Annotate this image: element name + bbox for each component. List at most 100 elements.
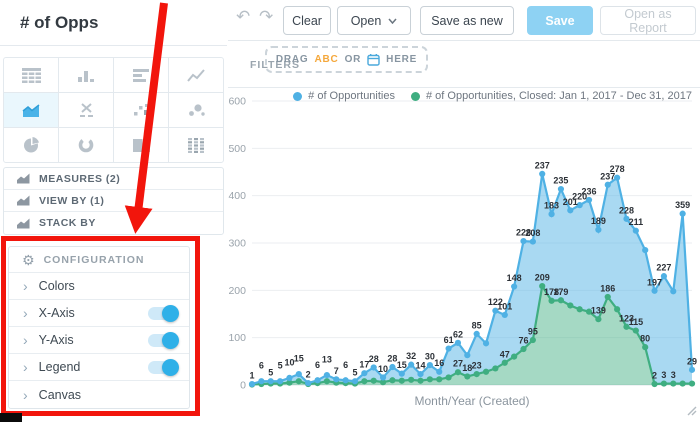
resize-handle-icon[interactable]	[686, 405, 697, 416]
chart-type-column-icon[interactable]	[59, 58, 113, 92]
chart-type-treemap-icon[interactable]	[114, 128, 168, 162]
gear-icon: ⚙	[22, 251, 36, 268]
svg-text:2: 2	[652, 371, 657, 381]
svg-text:95: 95	[528, 327, 538, 337]
save-as-new-button[interactable]: Save as new	[420, 6, 514, 35]
page-title: # of Opps	[0, 0, 227, 46]
chart-type-bar-icon[interactable]	[114, 58, 168, 92]
svg-text:236: 236	[582, 186, 597, 196]
svg-text:123: 123	[619, 313, 634, 323]
redo-icon[interactable]: ↷	[259, 7, 274, 26]
blue-series-points[interactable]	[248, 170, 696, 388]
svg-text:62: 62	[453, 329, 463, 339]
bucket-label: VIEW BY (1)	[39, 194, 105, 207]
svg-text:23: 23	[472, 361, 482, 371]
svg-text:3: 3	[661, 370, 666, 380]
chart-type-pie-icon[interactable]	[4, 128, 58, 162]
configuration-header: ⚙ CONFIGURATION	[9, 247, 189, 273]
chevron-right-icon[interactable]: ›	[23, 386, 28, 403]
svg-text:6: 6	[315, 360, 320, 370]
config-row-label: X-Axis	[38, 306, 75, 320]
config-row-legend[interactable]: › Legend	[9, 354, 189, 381]
toggle-switch-on[interactable]	[148, 331, 179, 349]
y-tick-label: 400	[228, 190, 246, 202]
chart-type-table-icon[interactable]	[4, 58, 58, 92]
chart-type-line-icon[interactable]	[169, 58, 223, 92]
toggle-switch-on[interactable]	[148, 304, 179, 322]
filters-label: FILTERS	[250, 59, 300, 71]
config-row-canvas[interactable]: › Canvas	[9, 381, 189, 408]
chart-type-bubble-icon[interactable]	[169, 93, 223, 127]
config-row-label: Legend	[38, 360, 81, 374]
save-button[interactable]: Save	[527, 6, 593, 35]
config-row-x-axis[interactable]: › X-Axis	[9, 300, 189, 327]
legend-label: # of Opportunities	[308, 90, 395, 102]
bucket-view-by[interactable]: VIEW BY (1)	[4, 190, 223, 212]
config-row-colors[interactable]: › Colors	[9, 273, 189, 300]
clear-button[interactable]: Clear	[283, 6, 331, 35]
filter-drop-zone[interactable]: DRAG ABC OR HERE	[265, 46, 428, 73]
svg-text:186: 186	[600, 283, 615, 293]
svg-text:235: 235	[553, 176, 568, 186]
svg-text:7: 7	[334, 366, 339, 376]
undo-icon[interactable]: ↶	[236, 7, 251, 26]
sidebar: # of Opps MEASURES (2) VIEW BY (1) STACK B…	[0, 0, 227, 422]
legend-dot	[293, 91, 303, 101]
svg-text:10: 10	[284, 357, 294, 367]
svg-text:179: 179	[553, 287, 568, 297]
open-as-report-button[interactable]: Open as Report	[600, 6, 696, 35]
svg-text:122: 122	[488, 297, 503, 307]
toggle-switch-on[interactable]	[148, 358, 179, 376]
svg-text:18: 18	[462, 363, 472, 373]
svg-text:1: 1	[249, 371, 254, 381]
bucket-stack-by[interactable]: STACK BY	[4, 212, 223, 234]
chart-type-heatmap-icon[interactable]	[169, 128, 223, 162]
screenshot-artifact	[0, 413, 22, 422]
y-tick-label: 0	[240, 380, 246, 392]
svg-text:209: 209	[535, 273, 550, 283]
svg-text:178: 178	[544, 287, 559, 297]
config-row-label: Colors	[38, 279, 75, 293]
area-bucket-icon	[17, 173, 30, 184]
chevron-right-icon[interactable]: ›	[23, 332, 28, 348]
svg-text:17: 17	[359, 360, 369, 370]
svg-text:47: 47	[500, 349, 510, 359]
configuration-title: CONFIGURATION	[43, 253, 145, 266]
chart-type-scatter-icon[interactable]	[114, 93, 168, 127]
svg-text:61: 61	[444, 335, 454, 345]
chevron-right-icon[interactable]: ›	[23, 278, 28, 294]
open-button[interactable]: Open	[337, 6, 411, 35]
svg-text:85: 85	[472, 320, 482, 330]
svg-text:76: 76	[518, 336, 528, 346]
svg-text:30: 30	[425, 352, 435, 362]
chart-type-headline-icon[interactable]	[59, 93, 113, 127]
chart-type-donut-icon[interactable]	[59, 128, 113, 162]
bucket-measures[interactable]: MEASURES (2)	[4, 168, 223, 190]
svg-text:148: 148	[507, 273, 522, 283]
y-tick-label: 300	[228, 238, 246, 250]
config-row-y-axis[interactable]: › Y-Axis	[9, 327, 189, 354]
legend-item[interactable]: # of Opportunities, Closed: Jan 1, 2017 …	[411, 90, 692, 102]
svg-text:32: 32	[406, 351, 416, 361]
svg-text:201: 201	[563, 197, 578, 207]
toggle-knob	[162, 331, 179, 349]
svg-text:5: 5	[278, 361, 283, 371]
svg-text:10: 10	[378, 364, 388, 374]
svg-text:208: 208	[525, 228, 540, 238]
chart-type-area-icon[interactable]	[4, 93, 58, 127]
legend-item[interactable]: # of Opportunities	[293, 90, 395, 102]
svg-text:139: 139	[591, 306, 606, 316]
svg-text:80: 80	[640, 334, 650, 344]
bucket-label: MEASURES (2)	[39, 172, 121, 185]
chevron-right-icon[interactable]: ›	[23, 359, 28, 375]
svg-text:237: 237	[600, 171, 615, 181]
area-bucket-icon	[17, 218, 30, 228]
dropzone-drag-text: DRAG	[275, 54, 309, 65]
blue-series-area[interactable]	[252, 173, 692, 385]
svg-text:13: 13	[322, 355, 332, 365]
svg-text:211: 211	[629, 217, 644, 227]
bucket-list: MEASURES (2) VIEW BY (1) STACK BY	[3, 167, 224, 235]
chevron-right-icon[interactable]: ›	[23, 305, 28, 321]
